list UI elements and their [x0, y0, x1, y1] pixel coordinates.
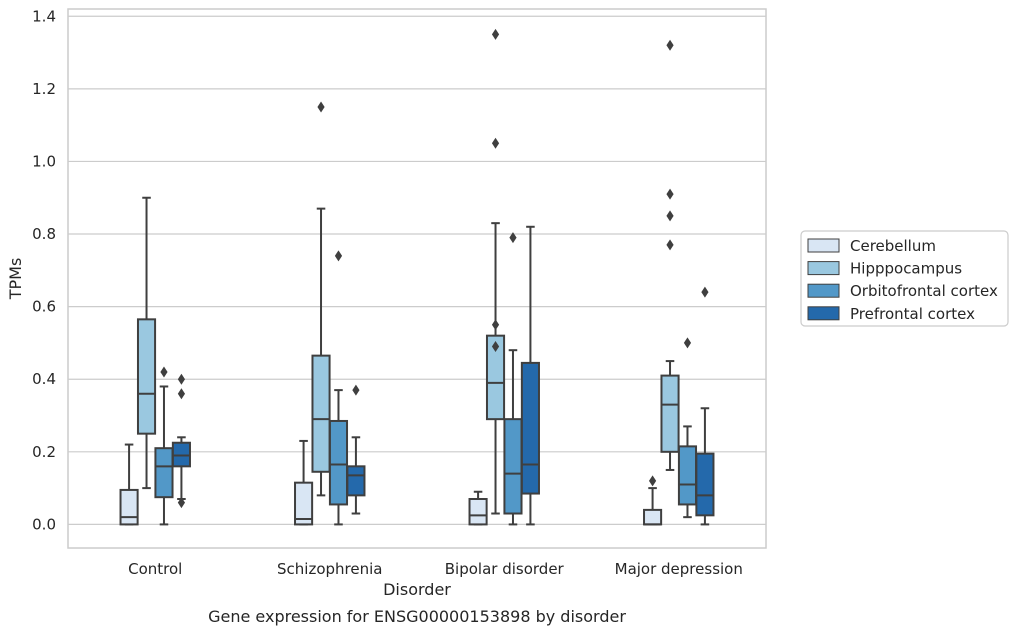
outlier-point — [666, 39, 674, 51]
legend-frame — [800, 230, 1009, 327]
outlier-point — [509, 232, 517, 244]
y-axis-label: TPMs — [6, 258, 25, 301]
legend-swatch — [807, 238, 840, 253]
legend-swatch — [807, 261, 840, 276]
box-group — [660, 39, 680, 471]
box — [294, 481, 314, 526]
outlier-point — [160, 366, 168, 378]
box-group — [468, 490, 488, 526]
x-axis-label: Disorder — [383, 580, 451, 599]
outlier-point — [666, 210, 674, 222]
box — [328, 419, 349, 506]
y-tick-label: 1.2 — [32, 80, 56, 98]
box-group — [695, 286, 715, 526]
outlier-point — [352, 384, 360, 396]
box — [468, 498, 488, 526]
legend-swatch — [807, 306, 840, 321]
x-tick-label: Schizophrenia — [277, 560, 382, 578]
legend-swatch — [807, 283, 840, 298]
y-tick-label: 0.2 — [32, 443, 56, 461]
y-tick-label: 0.8 — [32, 225, 56, 243]
y-tick-label: 0.0 — [32, 515, 56, 533]
outlier-point — [491, 341, 500, 353]
legend-label: Orbitofrontal cortex — [850, 282, 998, 300]
y-tick-label: 1.0 — [32, 152, 56, 170]
box — [311, 354, 331, 473]
box-group — [294, 439, 314, 526]
box — [503, 418, 523, 515]
outlier-point — [334, 250, 343, 262]
box-group — [520, 225, 540, 526]
box-group — [119, 443, 139, 526]
box — [677, 445, 698, 506]
box — [520, 361, 540, 495]
y-tick-labels: 0.0 0.2 0.4 0.6 0.8 1.0 1.2 1.4 — [32, 7, 56, 533]
chart-caption: Gene expression for ENSG00000153898 by d… — [208, 607, 626, 626]
box — [154, 447, 174, 499]
x-tick-label: Major depression — [615, 560, 743, 578]
box-group — [311, 101, 331, 497]
outlier-point — [177, 388, 186, 400]
legend: Cerebellum Hipppocampus Orbitofrontal cort… — [800, 230, 1009, 327]
box-group — [503, 232, 523, 526]
y-tick-label: 0.6 — [32, 298, 56, 316]
box — [660, 374, 680, 453]
outlier-point — [491, 137, 500, 149]
legend-label: Hipppocampus — [850, 260, 962, 278]
box-group — [136, 196, 157, 490]
box-group — [643, 475, 663, 526]
outlier-point — [317, 101, 325, 113]
outlier-point — [666, 239, 674, 251]
box — [643, 508, 663, 526]
x-tick-label: Bipolar disorder — [445, 560, 565, 578]
box — [485, 334, 506, 421]
outlier-point — [177, 497, 186, 509]
x-tick-labels: Control Schizophrenia Bipolar disorder Majo… — [128, 560, 743, 578]
box-group — [154, 366, 174, 526]
box — [136, 318, 157, 435]
box-group — [485, 28, 506, 515]
outlier-point — [491, 319, 500, 331]
box-group — [171, 373, 191, 509]
boxes — [119, 28, 715, 526]
box-group — [328, 250, 349, 526]
y-tick-label: 0.4 — [32, 370, 56, 388]
x-tick-label: Control — [128, 560, 182, 578]
outlier-point — [666, 188, 674, 200]
box — [695, 452, 715, 517]
y-tick-label: 1.4 — [32, 7, 56, 25]
outlier-point — [701, 286, 709, 298]
box-group — [346, 384, 366, 515]
box-group — [677, 337, 698, 519]
outlier-point — [177, 373, 186, 385]
outlier-point — [491, 28, 500, 40]
legend-label: Prefrontal cortex — [850, 305, 975, 323]
plot-frame — [67, 8, 767, 549]
outlier-point — [683, 337, 692, 349]
legend-label: Cerebellum — [850, 237, 936, 255]
box — [346, 465, 366, 497]
box — [119, 488, 139, 526]
outlier-point — [648, 475, 657, 487]
